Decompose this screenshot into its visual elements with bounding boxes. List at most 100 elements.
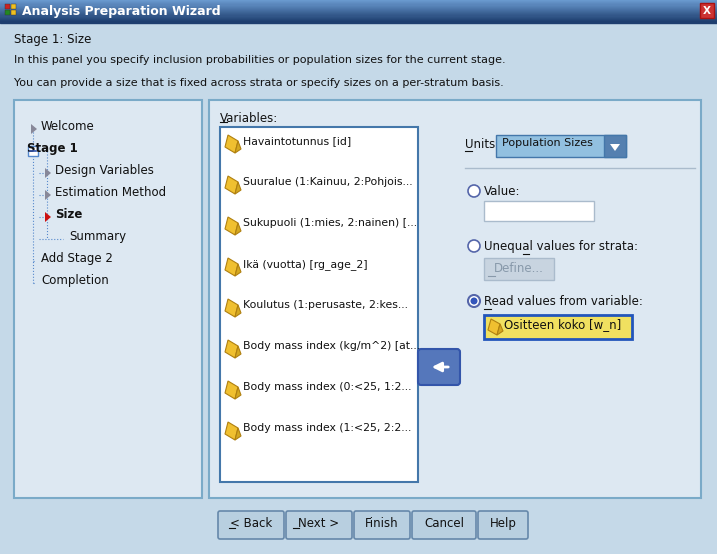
Text: Cancel: Cancel xyxy=(424,517,464,530)
FancyBboxPatch shape xyxy=(11,4,16,9)
Polygon shape xyxy=(225,299,238,317)
Text: Size: Size xyxy=(55,208,82,221)
Text: Finish: Finish xyxy=(365,517,399,530)
Polygon shape xyxy=(235,182,241,194)
Polygon shape xyxy=(225,381,238,399)
Polygon shape xyxy=(45,212,51,222)
FancyBboxPatch shape xyxy=(28,146,38,156)
Text: Ikä (vuotta) [rg_age_2]: Ikä (vuotta) [rg_age_2] xyxy=(243,259,368,270)
Polygon shape xyxy=(225,176,238,194)
Polygon shape xyxy=(235,428,241,440)
Polygon shape xyxy=(225,340,238,358)
Text: Define...: Define... xyxy=(494,262,544,275)
Polygon shape xyxy=(488,319,500,335)
FancyBboxPatch shape xyxy=(0,12,717,14)
Polygon shape xyxy=(225,422,238,440)
FancyBboxPatch shape xyxy=(478,511,528,539)
FancyBboxPatch shape xyxy=(0,7,717,8)
FancyBboxPatch shape xyxy=(0,4,717,6)
FancyBboxPatch shape xyxy=(0,13,717,15)
Text: Analysis Preparation Wizard: Analysis Preparation Wizard xyxy=(22,4,221,18)
Text: In this panel you specify inclusion probabilities or population sizes for the cu: In this panel you specify inclusion prob… xyxy=(14,55,505,65)
Text: Next >: Next > xyxy=(298,517,340,530)
Text: < Back: < Back xyxy=(230,517,272,530)
FancyBboxPatch shape xyxy=(496,135,626,157)
Polygon shape xyxy=(235,305,241,317)
Text: Completion: Completion xyxy=(41,274,109,287)
FancyBboxPatch shape xyxy=(484,258,554,280)
FancyBboxPatch shape xyxy=(412,511,476,539)
FancyBboxPatch shape xyxy=(209,100,701,498)
FancyBboxPatch shape xyxy=(0,2,717,4)
Text: Suuralue (1:Kainuu, 2:Pohjois...: Suuralue (1:Kainuu, 2:Pohjois... xyxy=(243,177,412,187)
Text: Body mass index (0:<25, 1:2...: Body mass index (0:<25, 1:2... xyxy=(243,382,412,392)
FancyBboxPatch shape xyxy=(14,100,202,498)
FancyBboxPatch shape xyxy=(218,511,284,539)
Text: Summary: Summary xyxy=(69,230,126,243)
FancyBboxPatch shape xyxy=(0,11,717,13)
Text: Read values from variable:: Read values from variable: xyxy=(484,295,643,308)
FancyBboxPatch shape xyxy=(0,19,717,20)
Polygon shape xyxy=(225,258,238,276)
Text: Sukupuoli (1:mies, 2:nainen) [...: Sukupuoli (1:mies, 2:nainen) [... xyxy=(243,218,417,228)
FancyBboxPatch shape xyxy=(604,135,626,157)
Circle shape xyxy=(468,240,480,252)
Polygon shape xyxy=(235,223,241,235)
FancyBboxPatch shape xyxy=(5,4,10,9)
FancyBboxPatch shape xyxy=(0,9,717,11)
FancyBboxPatch shape xyxy=(0,10,717,12)
FancyBboxPatch shape xyxy=(5,10,10,15)
Text: Value:: Value: xyxy=(484,185,521,198)
FancyBboxPatch shape xyxy=(484,315,632,339)
Polygon shape xyxy=(45,190,51,200)
FancyBboxPatch shape xyxy=(0,1,717,3)
FancyBboxPatch shape xyxy=(0,16,717,17)
Text: Koulutus (1:perusaste, 2:kes...: Koulutus (1:perusaste, 2:kes... xyxy=(243,300,408,310)
Polygon shape xyxy=(235,264,241,276)
FancyBboxPatch shape xyxy=(0,14,717,16)
FancyBboxPatch shape xyxy=(0,18,717,19)
Circle shape xyxy=(468,185,480,197)
Polygon shape xyxy=(45,168,51,178)
FancyBboxPatch shape xyxy=(700,3,714,18)
Polygon shape xyxy=(235,346,241,358)
Text: Add Stage 2: Add Stage 2 xyxy=(41,252,113,265)
Text: You can provide a size that is fixed across strata or specify sizes on a per-str: You can provide a size that is fixed acr… xyxy=(14,78,504,88)
Text: X: X xyxy=(703,6,711,16)
Text: Havaintotunnus [id]: Havaintotunnus [id] xyxy=(243,136,351,146)
FancyBboxPatch shape xyxy=(11,10,16,15)
FancyBboxPatch shape xyxy=(0,0,717,2)
FancyBboxPatch shape xyxy=(354,511,410,539)
Polygon shape xyxy=(225,135,238,153)
Text: Ositteen koko [w_n]: Ositteen koko [w_n] xyxy=(504,318,621,331)
Circle shape xyxy=(470,297,478,305)
Text: Body mass index (1:<25, 2:2...: Body mass index (1:<25, 2:2... xyxy=(243,423,412,433)
FancyBboxPatch shape xyxy=(286,511,352,539)
Circle shape xyxy=(468,295,480,307)
Text: Population Sizes: Population Sizes xyxy=(502,138,593,148)
Text: Units:: Units: xyxy=(465,138,499,151)
FancyBboxPatch shape xyxy=(418,349,460,385)
FancyBboxPatch shape xyxy=(0,22,717,554)
Text: Design Variables: Design Variables xyxy=(55,164,154,177)
Polygon shape xyxy=(31,124,37,134)
FancyBboxPatch shape xyxy=(220,127,418,482)
Polygon shape xyxy=(225,217,238,235)
Polygon shape xyxy=(497,324,503,335)
Text: Variables:: Variables: xyxy=(220,112,278,125)
FancyBboxPatch shape xyxy=(0,8,717,9)
Text: Welcome: Welcome xyxy=(41,120,95,133)
Polygon shape xyxy=(235,387,241,399)
FancyBboxPatch shape xyxy=(0,20,717,22)
Text: Estimation Method: Estimation Method xyxy=(55,186,166,199)
FancyBboxPatch shape xyxy=(0,17,717,18)
Text: Help: Help xyxy=(490,517,516,530)
Text: Stage 1: Size: Stage 1: Size xyxy=(14,33,91,46)
Polygon shape xyxy=(610,144,620,151)
FancyBboxPatch shape xyxy=(0,3,717,5)
FancyBboxPatch shape xyxy=(0,6,717,7)
Polygon shape xyxy=(235,141,241,153)
FancyBboxPatch shape xyxy=(0,21,717,23)
FancyBboxPatch shape xyxy=(484,201,594,221)
Text: Unequal values for strata:: Unequal values for strata: xyxy=(484,240,638,253)
